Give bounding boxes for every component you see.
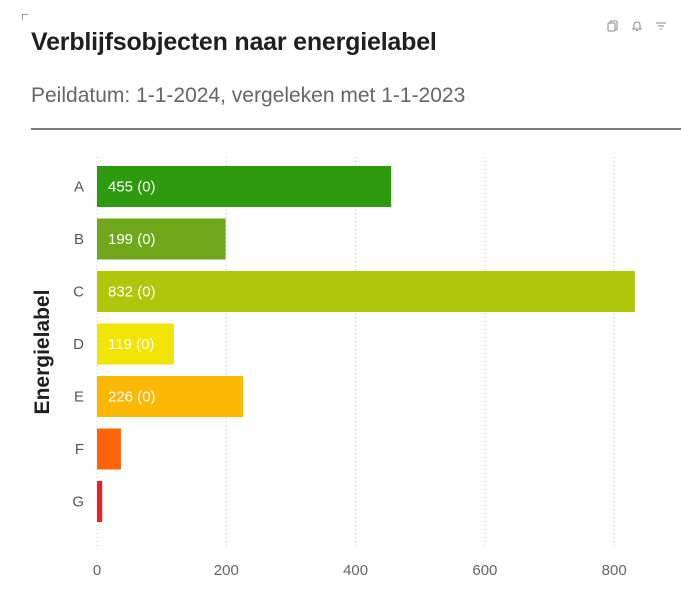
x-tick-label-800: 800: [602, 562, 627, 579]
x-tick-label-600: 600: [472, 562, 497, 579]
category-label-G: G: [72, 494, 84, 511]
category-label-D: D: [73, 336, 84, 353]
chart-subtitle: Peildatum: 1-1-2024, vergeleken met 1-1-…: [31, 84, 466, 107]
data-label-E: 226 (0): [108, 389, 156, 406]
x-tick-label-0: 0: [93, 562, 101, 579]
copy-icon[interactable]: [607, 20, 619, 32]
bar-G: [97, 481, 103, 522]
category-label-B: B: [74, 231, 84, 248]
bar-E: [97, 376, 244, 417]
data-label-A: 455 (0): [108, 179, 156, 196]
y-axis-categories: A B C D E F G: [72, 179, 84, 511]
y-axis-title: Energielabel: [31, 290, 54, 415]
category-label-E: E: [74, 389, 84, 406]
data-label-C: 832 (0): [108, 284, 156, 301]
filter-icon[interactable]: [655, 20, 667, 32]
bar-B: [97, 218, 226, 260]
data-label-B: 199 (0): [108, 231, 156, 248]
gridlines: [96, 157, 615, 548]
bar-D: [97, 323, 174, 365]
x-axis-ticks: 0 200 400 600 800: [93, 562, 627, 579]
header-divider: [31, 128, 681, 130]
bar-F: [97, 428, 121, 470]
corner-mark: [22, 14, 28, 20]
category-label-A: A: [74, 179, 84, 196]
chart-title: Verblijfsobjecten naar energielabel: [31, 28, 437, 56]
visual-toolbar: [607, 20, 667, 32]
data-label-D: 119 (0): [108, 336, 154, 353]
bell-icon[interactable]: [631, 20, 643, 32]
x-tick-label-400: 400: [343, 562, 368, 579]
bar-A: [97, 166, 392, 207]
bar-C: [97, 271, 635, 312]
bars: 455 (0) 199 (0) 832 (0) 119 (0) 226 (0): [97, 166, 635, 522]
category-label-F: F: [75, 441, 84, 458]
x-tick-label-200: 200: [214, 562, 239, 579]
category-label-C: C: [73, 284, 84, 301]
